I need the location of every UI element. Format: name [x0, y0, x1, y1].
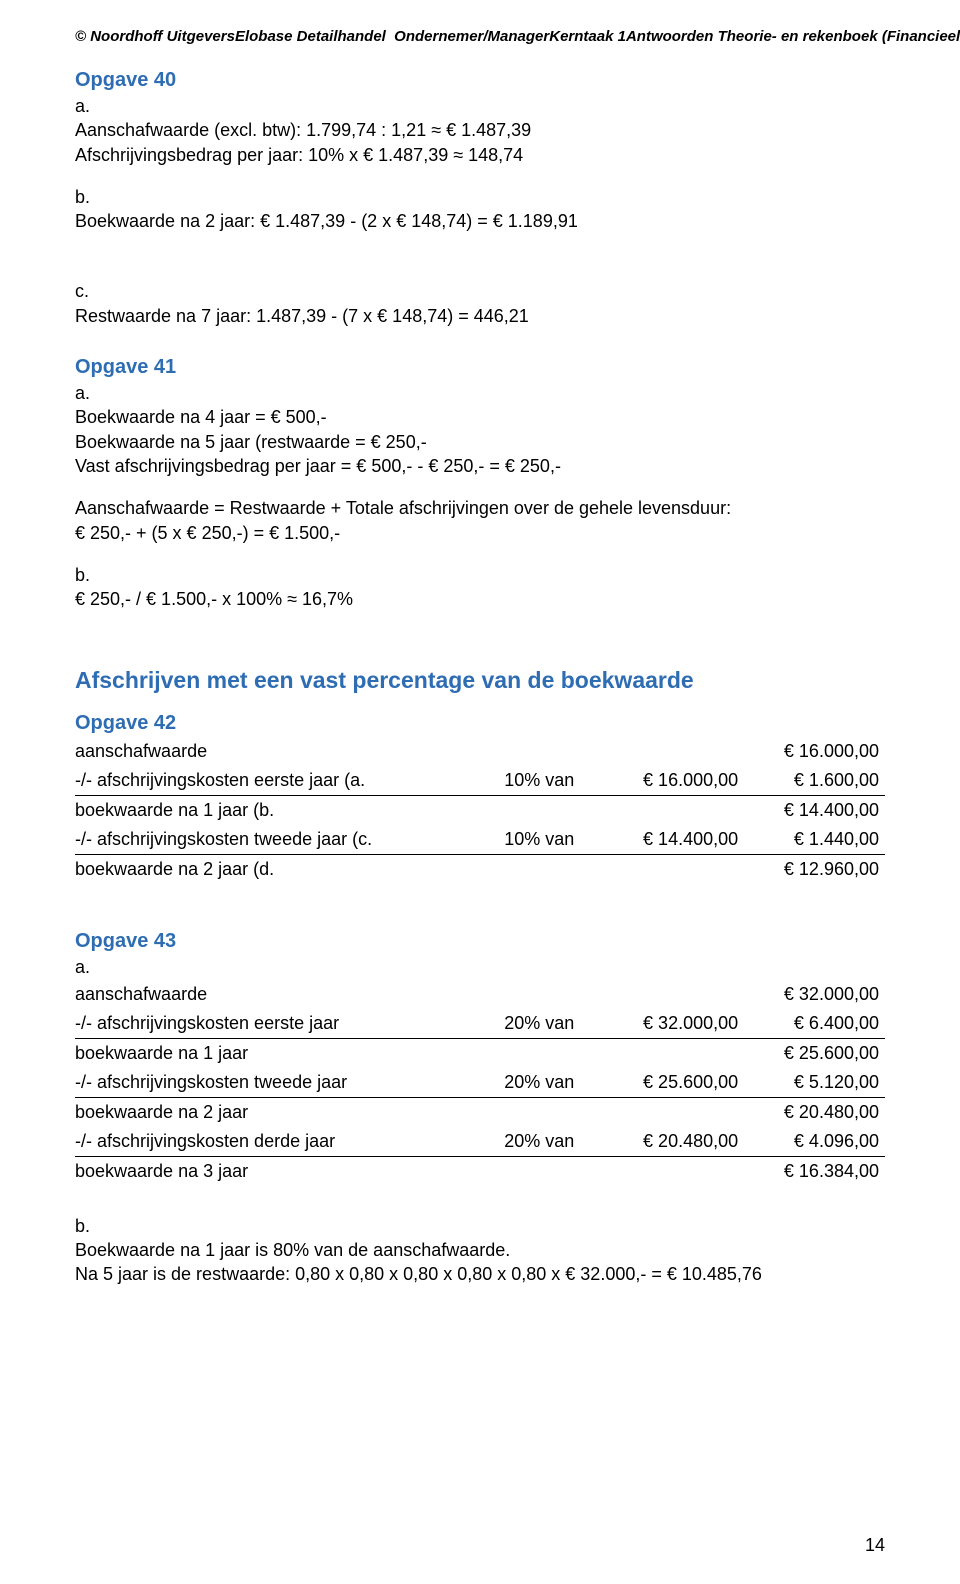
opgave40-a1: Aanschafwaarde (excl. btw): 1.799,74 : 1…	[75, 118, 885, 142]
cell-pct	[496, 1038, 626, 1068]
table-row: -/- afschrijvingskosten tweede jaar 20% …	[75, 1068, 885, 1098]
cell-desc: boekwaarde na 2 jaar	[75, 1097, 496, 1127]
cell-pct	[496, 796, 626, 826]
cell-base	[626, 980, 756, 1009]
cell-desc: boekwaarde na 1 jaar (b.	[75, 796, 496, 826]
cell-amount: € 6.400,00	[755, 1009, 885, 1039]
header-publisher: © Noordhoff Uitgevers	[75, 28, 235, 45]
opgave41-a3: Vast afschrijvingsbedrag per jaar = € 50…	[75, 454, 885, 478]
table-row: aanschafwaarde € 32.000,00	[75, 980, 885, 1009]
cell-desc: -/- afschrijvingskosten eerste jaar (a.	[75, 766, 496, 796]
cell-base	[626, 796, 756, 826]
cell-base	[626, 1156, 756, 1186]
opgave41-b-label: b.	[75, 563, 885, 587]
cell-pct	[496, 855, 626, 885]
cell-pct: 20% van	[496, 1068, 626, 1098]
page-number: 14	[865, 1535, 885, 1556]
cell-pct	[496, 1097, 626, 1127]
cell-amount: € 1.440,00	[755, 825, 885, 855]
page-header: © Noordhoff Uitgevers Elobase Detailhand…	[75, 28, 885, 45]
cell-base: € 32.000,00	[626, 1009, 756, 1039]
opgave40-a2: Afschrijvingsbedrag per jaar: 10% x € 1.…	[75, 143, 885, 167]
cell-base: € 20.480,00	[626, 1127, 756, 1157]
cell-pct	[496, 1156, 626, 1186]
cell-amount: € 14.400,00	[755, 796, 885, 826]
section-title-boekwaarde: Afschrijven met een vast percentage van …	[75, 667, 885, 694]
table-row: boekwaarde na 2 jaar (d. € 12.960,00	[75, 855, 885, 885]
table-row: -/- afschrijvingskosten derde jaar 20% v…	[75, 1127, 885, 1157]
table-row: boekwaarde na 1 jaar (b. € 14.400,00	[75, 796, 885, 826]
opgave43-table: aanschafwaarde € 32.000,00 -/- afschrijv…	[75, 980, 885, 1186]
cell-amount: € 4.096,00	[755, 1127, 885, 1157]
opgave41-a-label: a.	[75, 381, 885, 405]
opgave41-a2: Boekwaarde na 5 jaar (restwaarde = € 250…	[75, 430, 885, 454]
cell-desc: boekwaarde na 1 jaar	[75, 1038, 496, 1068]
cell-base: € 14.400,00	[626, 825, 756, 855]
cell-amount: € 20.480,00	[755, 1097, 885, 1127]
cell-pct: 10% van	[496, 825, 626, 855]
opgave40-b1: Boekwaarde na 2 jaar: € 1.487,39 - (2 x …	[75, 209, 885, 233]
opgave41-mid1: Aanschafwaarde = Restwaarde + Totale afs…	[75, 496, 885, 520]
cell-amount: € 1.600,00	[755, 766, 885, 796]
cell-base: € 25.600,00	[626, 1068, 756, 1098]
cell-base	[626, 737, 756, 766]
opgave42-title: Opgave 42	[75, 712, 885, 735]
opgave40-b-label: b.	[75, 185, 885, 209]
cell-amount: € 16.000,00	[755, 737, 885, 766]
cell-pct: 20% van	[496, 1127, 626, 1157]
cell-desc: -/- afschrijvingskosten tweede jaar (c.	[75, 825, 496, 855]
cell-pct: 10% van	[496, 766, 626, 796]
cell-base	[626, 1038, 756, 1068]
opgave40-a-label: a.	[75, 94, 885, 118]
opgave43-a-label: a.	[75, 955, 885, 979]
header-answers: Antwoorden Theorie- en rekenboek (Financ…	[626, 28, 960, 45]
cell-desc: -/- afschrijvingskosten eerste jaar	[75, 1009, 496, 1039]
opgave40-c1: Restwaarde na 7 jaar: 1.487,39 - (7 x € …	[75, 304, 885, 328]
opgave43-b-label: b.	[75, 1214, 885, 1238]
opgave40-title: Opgave 40	[75, 69, 885, 92]
opgave43-title: Opgave 43	[75, 930, 885, 953]
opgave42-table: aanschafwaarde € 16.000,00 -/- afschrijv…	[75, 737, 885, 884]
header-task: Kerntaak 1	[549, 28, 626, 45]
page: © Noordhoff Uitgevers Elobase Detailhand…	[0, 0, 960, 1584]
cell-base	[626, 1097, 756, 1127]
table-row: boekwaarde na 2 jaar € 20.480,00	[75, 1097, 885, 1127]
cell-amount: € 5.120,00	[755, 1068, 885, 1098]
opgave41-mid2: € 250,- + (5 x € 250,-) = € 1.500,-	[75, 521, 885, 545]
cell-desc: boekwaarde na 2 jaar (d.	[75, 855, 496, 885]
opgave41-a1: Boekwaarde na 4 jaar = € 500,-	[75, 405, 885, 429]
cell-desc: boekwaarde na 3 jaar	[75, 1156, 496, 1186]
cell-desc: aanschafwaarde	[75, 980, 496, 1009]
table-row: boekwaarde na 1 jaar € 25.600,00	[75, 1038, 885, 1068]
table-row: aanschafwaarde € 16.000,00	[75, 737, 885, 766]
cell-amount: € 32.000,00	[755, 980, 885, 1009]
table-row: -/- afschrijvingskosten eerste jaar 20% …	[75, 1009, 885, 1039]
table-row: -/- afschrijvingskosten eerste jaar (a. …	[75, 766, 885, 796]
opgave41-b1: € 250,- / € 1.500,- x 100% ≈ 16,7%	[75, 587, 885, 611]
cell-amount: € 12.960,00	[755, 855, 885, 885]
cell-desc: aanschafwaarde	[75, 737, 496, 766]
cell-pct	[496, 980, 626, 1009]
opgave40-c-label: c.	[75, 279, 885, 303]
cell-pct	[496, 737, 626, 766]
cell-desc: -/- afschrijvingskosten tweede jaar	[75, 1068, 496, 1098]
opgave41-title: Opgave 41	[75, 356, 885, 379]
opgave43-b2: Na 5 jaar is de restwaarde: 0,80 x 0,80 …	[75, 1262, 885, 1286]
cell-base	[626, 855, 756, 885]
cell-desc: -/- afschrijvingskosten derde jaar	[75, 1127, 496, 1157]
opgave43-b1: Boekwaarde na 1 jaar is 80% van de aansc…	[75, 1238, 885, 1262]
header-book: Elobase Detailhandel Ondernemer/Manager	[235, 28, 549, 45]
cell-amount: € 16.384,00	[755, 1156, 885, 1186]
cell-base: € 16.000,00	[626, 766, 756, 796]
cell-pct: 20% van	[496, 1009, 626, 1039]
cell-amount: € 25.600,00	[755, 1038, 885, 1068]
table-row: boekwaarde na 3 jaar € 16.384,00	[75, 1156, 885, 1186]
table-row: -/- afschrijvingskosten tweede jaar (c. …	[75, 825, 885, 855]
